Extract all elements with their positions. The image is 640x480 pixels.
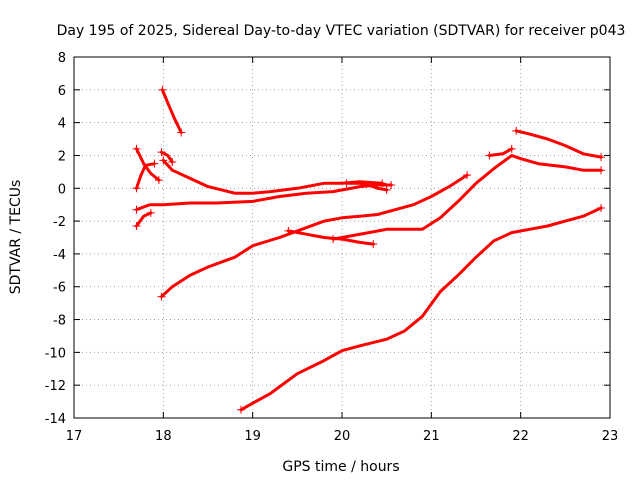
data-layer (132, 85, 606, 414)
series-line (487, 147, 514, 157)
series-line (160, 150, 174, 164)
series-line (135, 147, 161, 182)
series-track (132, 208, 155, 231)
y-axis-label: SDTVAR / TECUs (8, 180, 24, 295)
x-tick-label: 20 (334, 429, 351, 444)
chart-title: Day 195 of 2025, Sidereal Day-to-day VTE… (57, 23, 626, 39)
data-point-marker (158, 85, 167, 94)
data-point-marker (382, 185, 391, 194)
data-point-marker (597, 153, 606, 162)
series-line (514, 129, 603, 159)
series-line (135, 162, 156, 190)
x-tick-label: 23 (602, 429, 619, 444)
data-point-marker (132, 205, 141, 214)
series-track (237, 203, 606, 414)
series-track (157, 148, 177, 167)
series-track (485, 144, 516, 160)
data-point-marker (387, 180, 396, 189)
x-tick-label: 19 (244, 429, 261, 444)
y-tick-label: -4 (53, 248, 66, 263)
y-tick-label: 2 (58, 149, 66, 164)
data-point-marker (159, 156, 168, 165)
x-tick-label: 17 (66, 429, 83, 444)
y-tick-label: 6 (58, 84, 66, 99)
data-point-marker (342, 179, 351, 188)
data-point-marker (485, 151, 494, 160)
series-track (132, 159, 159, 193)
data-point-marker (237, 405, 246, 414)
axis-ticks (73, 56, 611, 419)
y-tick-label: 8 (58, 51, 66, 66)
series-track (157, 171, 472, 301)
x-tick-label: 22 (512, 429, 529, 444)
data-point-marker (132, 144, 141, 153)
series-line (135, 211, 153, 228)
y-tick-label: 4 (58, 117, 66, 132)
data-point-marker (463, 171, 472, 180)
data-point-marker (146, 208, 155, 217)
y-tick-label: -12 (45, 379, 66, 394)
y-tick-label: 0 (58, 182, 66, 197)
data-point-marker (507, 144, 516, 153)
y-tick-label: -8 (53, 314, 66, 329)
data-point-marker (597, 203, 606, 212)
series-line (239, 206, 603, 412)
data-point-marker (168, 158, 177, 167)
series-line (331, 154, 603, 241)
series-track (158, 85, 186, 137)
data-point-marker (132, 222, 141, 231)
data-point-marker (157, 148, 166, 157)
series-track (512, 126, 606, 162)
x-tick-label: 21 (423, 429, 440, 444)
data-point-marker (597, 166, 606, 175)
tick-labels: 17 18 19 20 21 22 23 -14 -12 -10 -8 -6 -4 -2 0 2 4 6 8 (45, 51, 619, 444)
data-point-marker (177, 128, 186, 137)
x-axis-label: GPS time / hours (282, 459, 399, 475)
series-line (135, 183, 393, 212)
data-point-marker (284, 226, 293, 235)
data-point-marker (369, 240, 378, 249)
data-point-marker (154, 176, 163, 185)
data-point-marker (512, 126, 521, 135)
series-line (160, 173, 469, 299)
y-tick-label: -10 (45, 346, 66, 361)
data-point-marker (329, 235, 338, 244)
y-tick-label: -6 (53, 281, 66, 296)
series-track (329, 154, 606, 244)
series-line (160, 88, 183, 134)
x-tick-label: 18 (155, 429, 172, 444)
data-point-marker (132, 184, 141, 193)
y-tick-label: -14 (45, 412, 66, 427)
series-track (132, 144, 163, 185)
series-track (132, 180, 396, 214)
data-point-marker (157, 292, 166, 301)
data-point-marker (150, 159, 159, 168)
y-tick-label: -2 (53, 215, 66, 230)
